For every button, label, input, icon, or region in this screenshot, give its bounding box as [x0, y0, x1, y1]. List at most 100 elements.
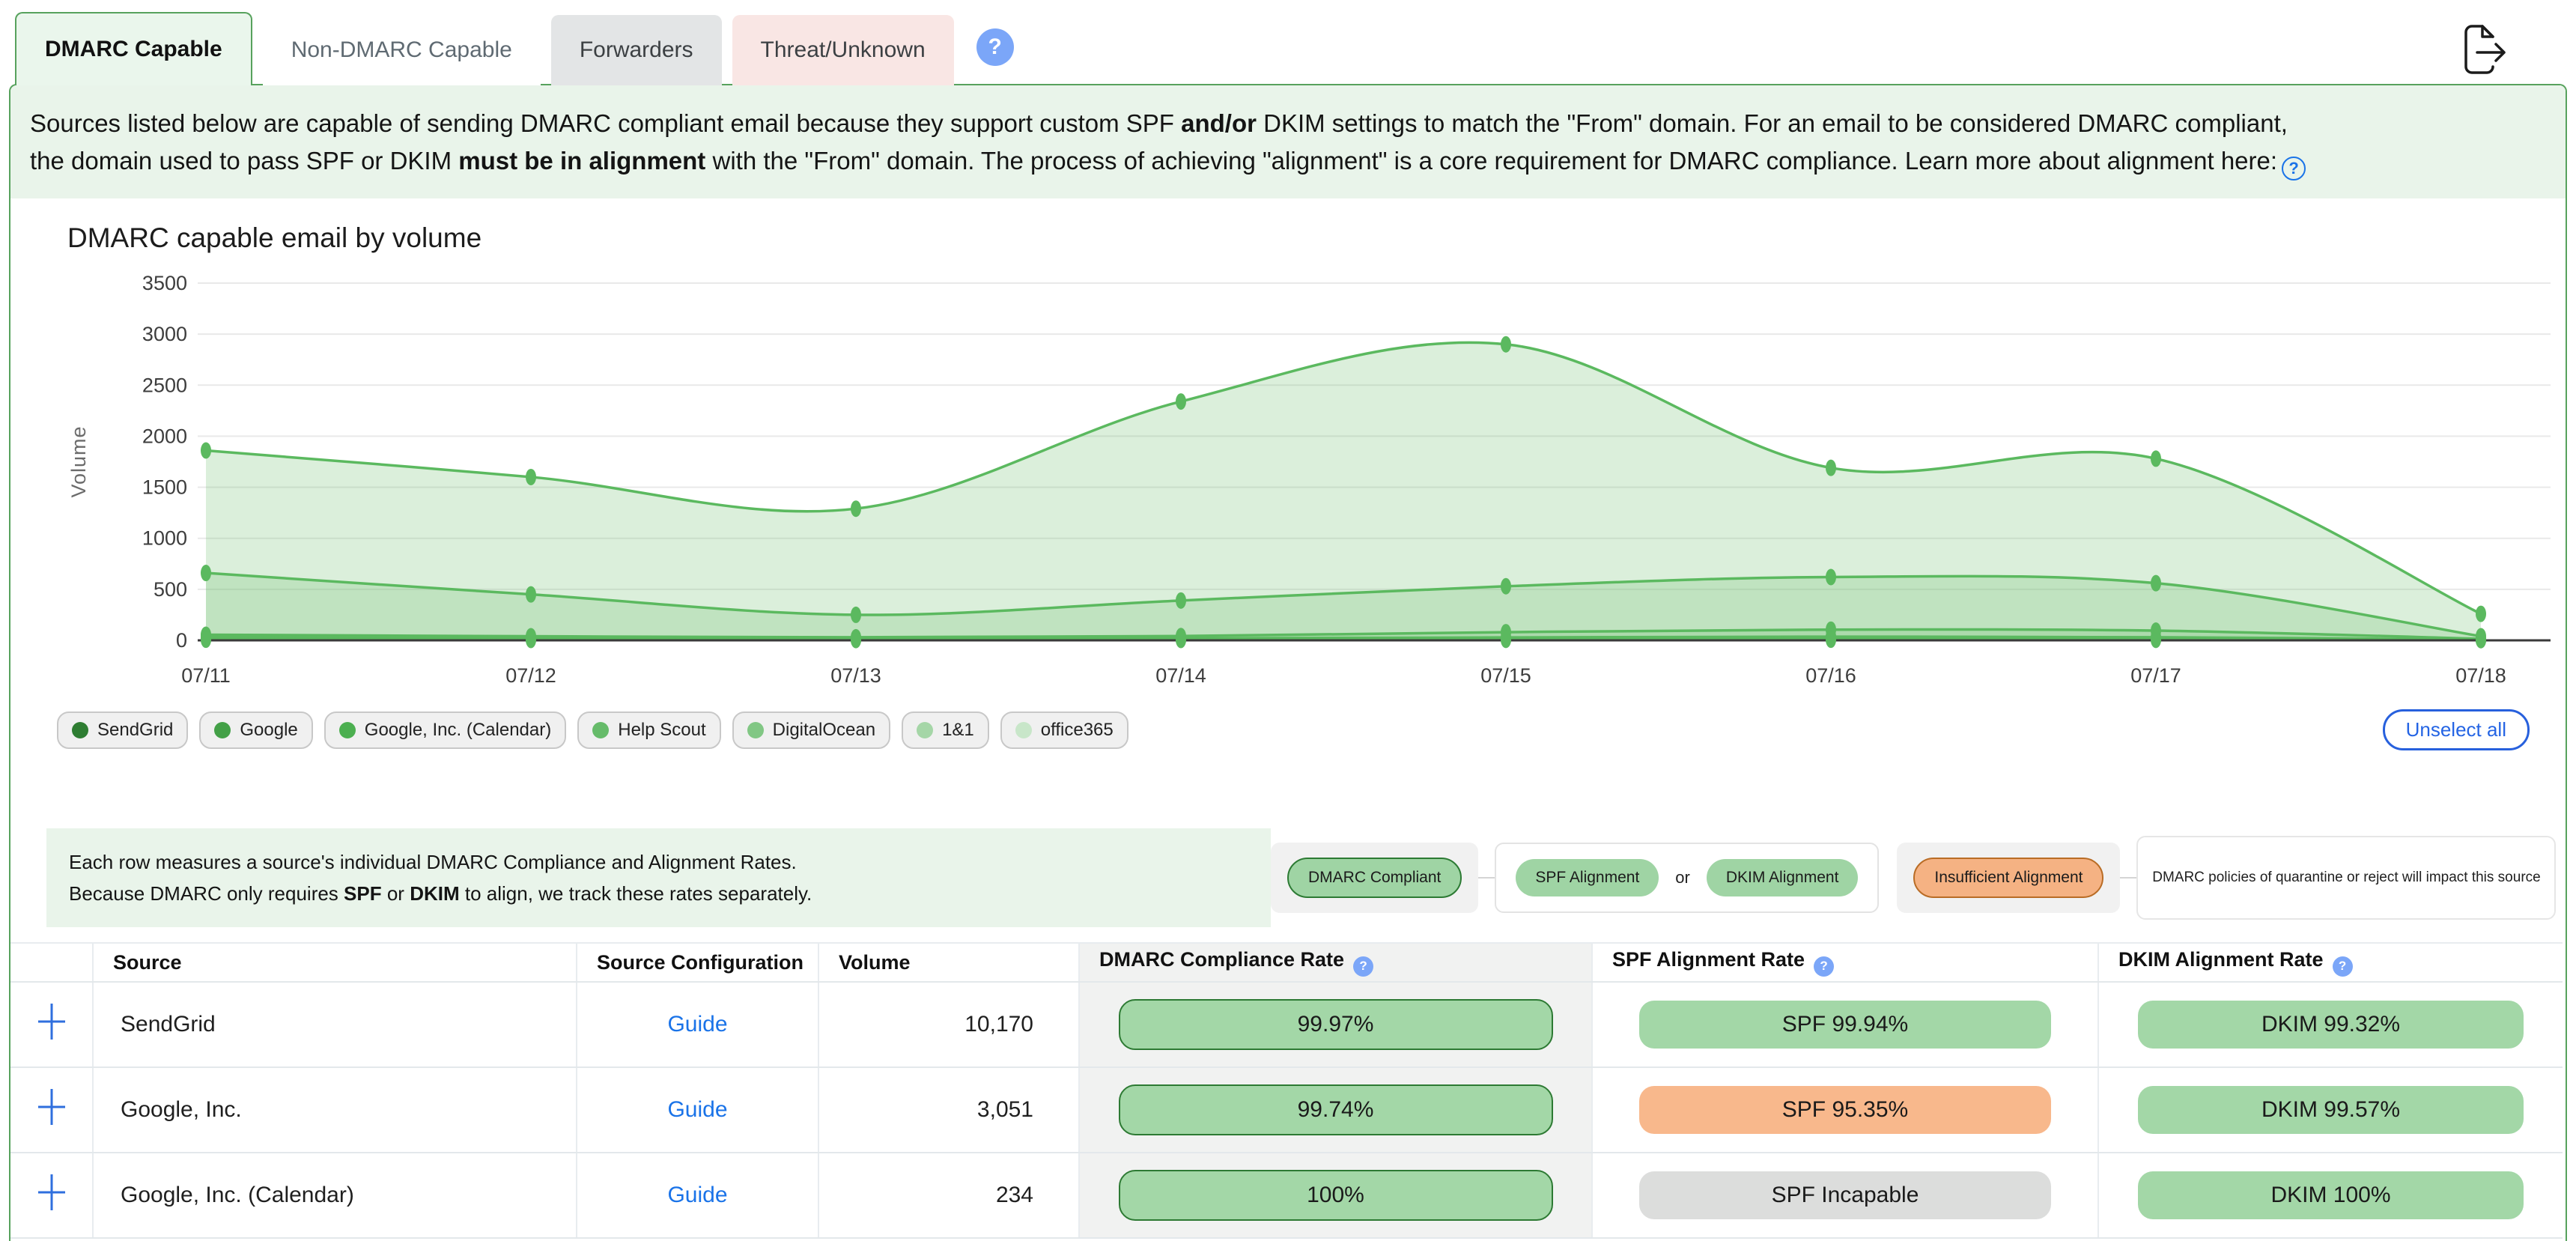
column-header: Volume [818, 942, 1079, 983]
svg-text:1500: 1500 [142, 476, 187, 499]
column-header: Source Configuration [576, 942, 818, 983]
legend-connector [2120, 877, 2137, 879]
description-line-2: the domain used to pass SPF or DKIM must… [30, 142, 2545, 180]
series-legend-label: SendGrid [97, 719, 174, 740]
insufficient-alignment-card: Insufficient Alignment [1897, 843, 2121, 913]
expand-row-button[interactable] [38, 1174, 65, 1210]
svg-text:07/12: 07/12 [505, 664, 556, 687]
panel-description: Sources listed below are capable of send… [10, 85, 2566, 198]
column-header [10, 942, 93, 983]
series-legend-chip[interactable]: Google, Inc. (Calendar) [323, 711, 567, 749]
export-button[interactable] [2458, 21, 2510, 78]
source-table-body: SendGrid Guide 10,170 99.97% SPF 99.94% DKIM … [10, 982, 2563, 1239]
series-color-dot [214, 721, 231, 738]
series-legend-label: Help Scout [618, 719, 706, 740]
dmarc-compliance-pill: 99.74% [1118, 1084, 1553, 1135]
description-line-1: Sources listed below are capable of send… [30, 109, 2288, 137]
compliance-legend: DMARC Compliant SPF Alignment or DKIM Al… [1271, 836, 2557, 920]
series-color-dot [1015, 721, 1032, 738]
source-name: Google, Inc. (Calendar) [92, 1153, 577, 1239]
dkim-alignment-badge: DKIM Alignment [1706, 859, 1859, 896]
svg-text:500: 500 [154, 578, 187, 601]
tab-bar: DMARC Capable Non-DMARC Capable Forwarde… [15, 12, 1014, 85]
series-legend-label: Google, Inc. (Calendar) [364, 719, 552, 740]
tabs-help-icon[interactable]: ? [976, 28, 1014, 66]
series-color-dot [747, 721, 764, 738]
column-header: DKIM Alignment Rate? [2097, 942, 2563, 983]
alignment-options-card: SPF Alignment or DKIM Alignment [1495, 843, 1880, 913]
svg-text:3000: 3000 [142, 323, 187, 345]
svg-text:07/16: 07/16 [1805, 664, 1856, 687]
series-color-dot [592, 721, 610, 738]
column-header: DMARC Compliance Rate? [1078, 942, 1592, 983]
svg-text:07/13: 07/13 [830, 664, 881, 687]
sources-table: Source Source Configuration Volume DMARC Co… [10, 942, 2563, 1239]
guide-link[interactable]: Guide [667, 1183, 728, 1207]
expand-row-button[interactable] [38, 1004, 65, 1040]
spf-alignment-pill: SPF 99.94% [1639, 1001, 2051, 1049]
svg-text:Volume: Volume [67, 425, 90, 497]
tab-threat-unknown[interactable]: Threat/Unknown [732, 15, 954, 85]
series-legend-label: DigitalOcean [772, 719, 876, 740]
series-color-dot [72, 721, 88, 738]
tab-dmarc-capable[interactable]: DMARC Capable [15, 12, 252, 85]
dmarc-compliant-badge: DMARC Compliant [1287, 858, 1462, 898]
series-legend-chip[interactable]: Help Scout [577, 711, 721, 749]
dmarc-capable-panel: Sources listed below are capable of send… [9, 84, 2567, 1241]
svg-text:07/11: 07/11 [181, 664, 231, 687]
compliance-info-row: Each row measures a source's individual … [10, 828, 2566, 927]
insufficient-alignment-badge: Insufficient Alignment [1913, 858, 2104, 898]
svg-text:2000: 2000 [142, 425, 187, 447]
dmarc-compliance-pill: 99.97% [1118, 999, 1553, 1050]
column-header: Source [92, 942, 577, 983]
guide-link[interactable]: Guide [667, 1097, 728, 1122]
column-header: SPF Alignment Rate? [1591, 942, 2098, 983]
svg-text:3500: 3500 [142, 272, 187, 294]
spf-alignment-pill: SPF 95.35% [1639, 1086, 2051, 1134]
series-legend-label: 1&1 [942, 719, 974, 740]
svg-text:0: 0 [176, 629, 187, 652]
column-help-icon[interactable]: ? [1814, 956, 1835, 977]
series-legend-chip[interactable]: SendGrid [57, 711, 189, 749]
series-legend-chip[interactable]: Google [199, 711, 313, 749]
guide-link[interactable]: Guide [667, 1012, 728, 1037]
volume-value: 234 [818, 1153, 1079, 1239]
tab-forwarders[interactable]: Forwarders [550, 15, 722, 85]
table-row: Google, Inc. (Calendar) Guide 234 100% SPF I… [10, 1153, 2563, 1239]
svg-text:1000: 1000 [142, 527, 187, 550]
column-help-icon[interactable]: ? [2332, 956, 2353, 977]
spf-alignment-pill: SPF Incapable [1639, 1171, 2051, 1219]
svg-text:07/15: 07/15 [1480, 664, 1531, 687]
svg-text:07/14: 07/14 [1155, 664, 1206, 687]
table-info-note: Each row measures a source's individual … [46, 828, 1271, 927]
alignment-help-icon[interactable]: ? [2282, 157, 2306, 180]
series-legend-chip[interactable]: 1&1 [902, 711, 989, 749]
or-label: or [1675, 868, 1690, 887]
info-note-line-2: Because DMARC only requires SPF or DKIM … [69, 882, 812, 905]
series-legend-label: office365 [1040, 719, 1114, 740]
unselect-all-button[interactable]: Unselect all [2382, 709, 2530, 750]
series-legend-chip[interactable]: office365 [1000, 711, 1128, 749]
series-legend-chip[interactable]: DigitalOcean [732, 711, 891, 749]
info-note-line-1: Each row measures a source's individual … [69, 851, 797, 873]
series-color-dot [338, 721, 356, 738]
series-legend-label: Google [240, 719, 298, 740]
tab-non-dmarc-capable[interactable]: Non-DMARC Capable [262, 15, 541, 85]
source-name: SendGrid [92, 982, 577, 1068]
table-row: Google, Inc. Guide 3,051 99.74% SPF 95.35% DK… [10, 1067, 2563, 1153]
spf-alignment-badge: SPF Alignment [1516, 859, 1659, 896]
chart-legend-row: SendGrid Google Google, Inc. (Calendar) Hel… [10, 706, 2566, 750]
svg-text:07/18: 07/18 [2455, 664, 2506, 687]
svg-text:07/17: 07/17 [2130, 664, 2181, 687]
dkim-alignment-pill: DKIM 100% [2138, 1171, 2524, 1219]
export-icon [2464, 25, 2506, 74]
volume-chart: 0 500 1000 1500 2000 2500 3000 3500 07/11 07/12 07… [67, 272, 2551, 687]
column-help-icon[interactable]: ? [1353, 956, 1374, 977]
table-header-row: Source Source Configuration Volume DMARC Co… [10, 942, 2563, 983]
expand-row-button[interactable] [38, 1089, 65, 1125]
legend-connector [1478, 877, 1495, 879]
svg-text:2500: 2500 [142, 374, 187, 396]
dkim-alignment-pill: DKIM 99.57% [2138, 1086, 2524, 1134]
dmarc-compliant-card: DMARC Compliant [1271, 843, 1479, 913]
volume-value: 10,170 [818, 982, 1079, 1068]
